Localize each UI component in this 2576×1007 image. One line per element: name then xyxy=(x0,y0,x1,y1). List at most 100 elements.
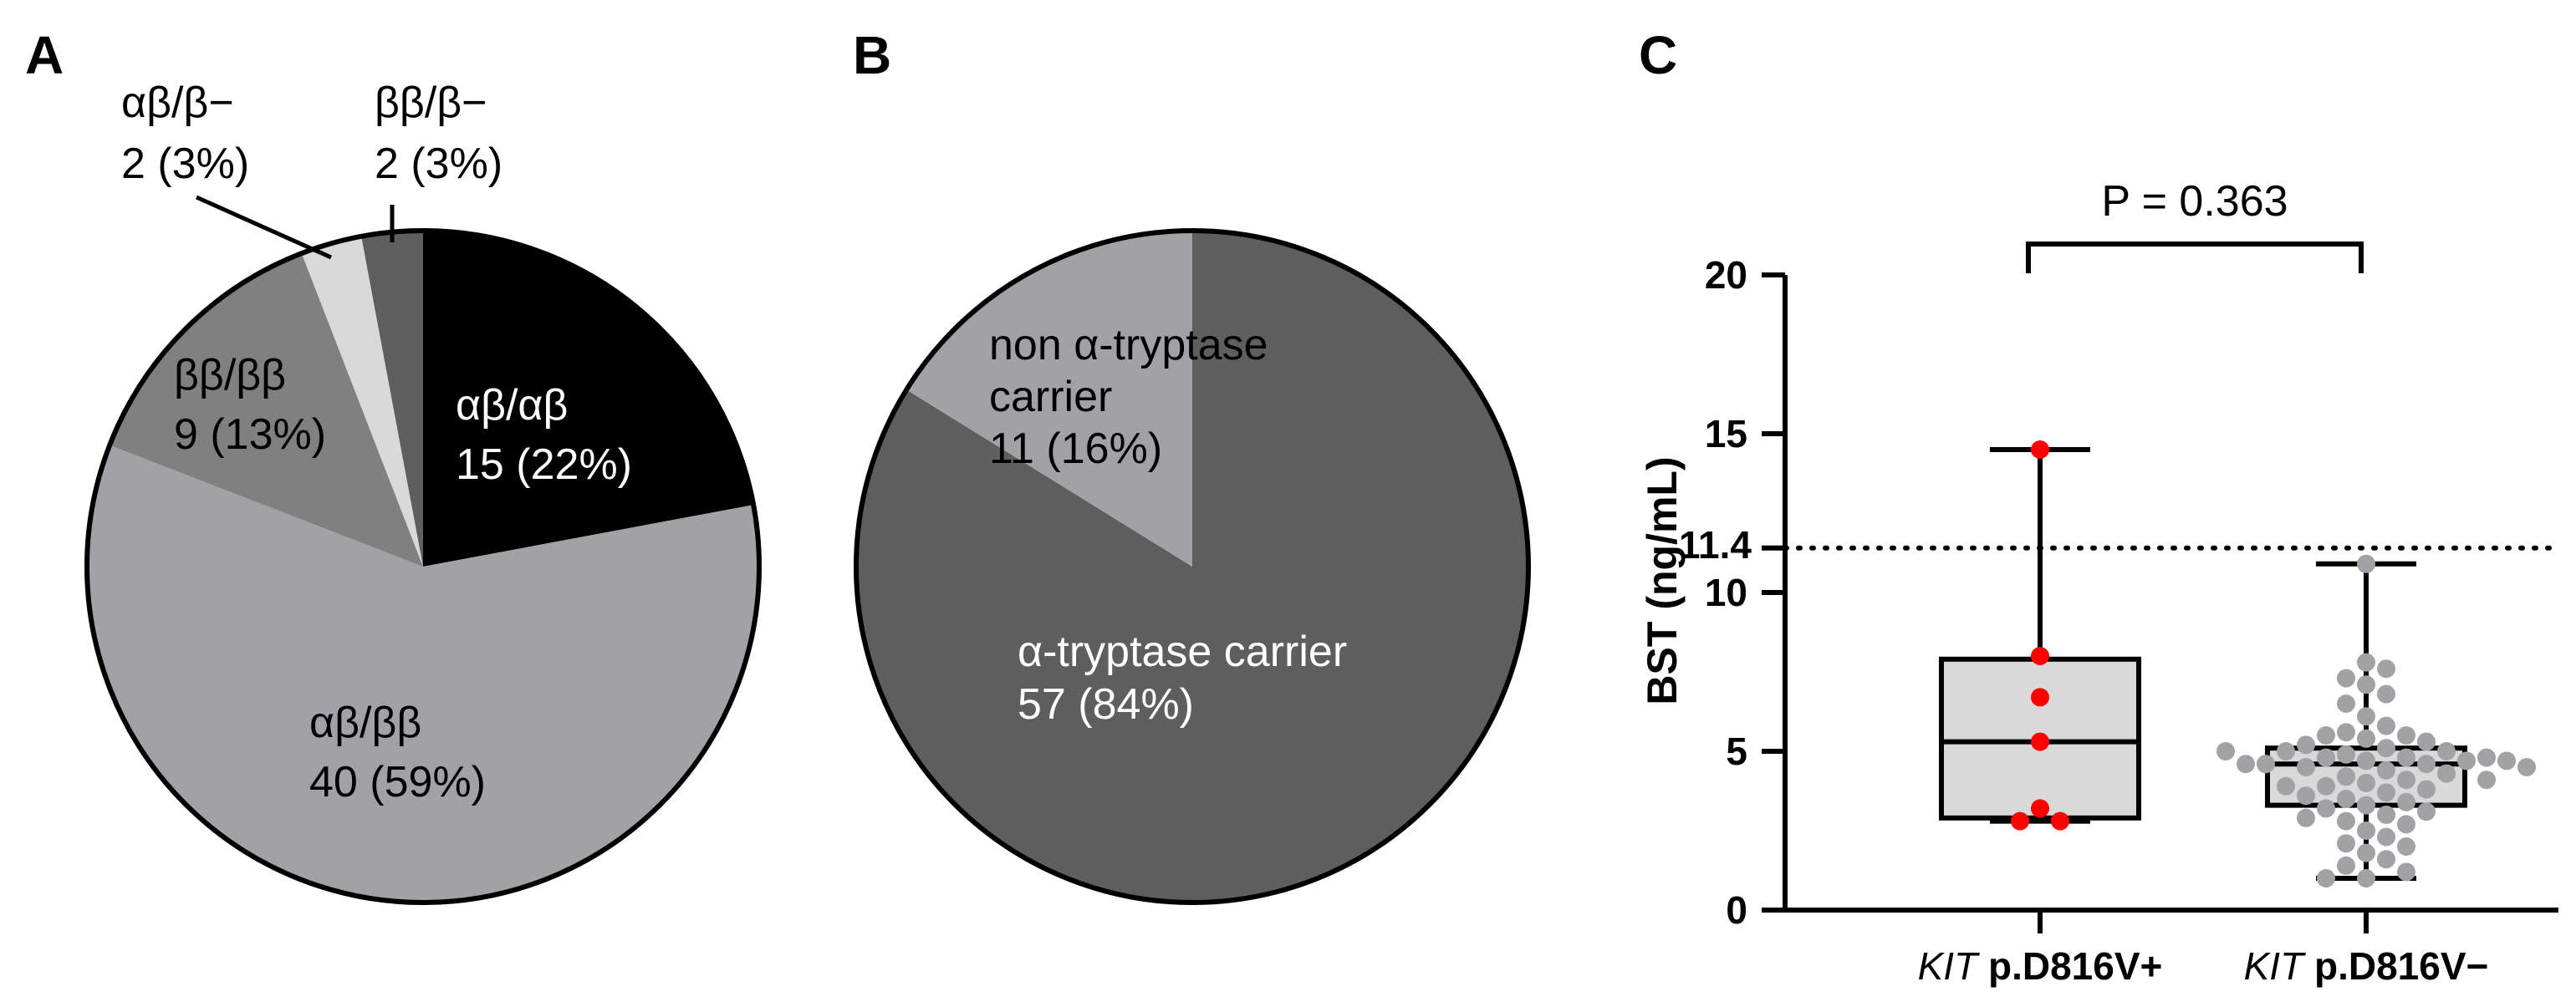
data-point-1-10 xyxy=(2397,726,2415,745)
slice-label-non-carrier-line2: carrier xyxy=(989,373,1112,421)
slice-value-ab-b-minus: 2 (3%) xyxy=(121,140,249,188)
data-point-1-56 xyxy=(2497,751,2516,771)
data-point-1-13 xyxy=(2417,732,2436,751)
slice-value-carrier: 57 (84%) xyxy=(1018,680,1194,729)
slice-value-non-carrier: 11 (16%) xyxy=(989,425,1162,473)
data-point-1-29 xyxy=(2397,771,2415,790)
pie-a-slice-4 xyxy=(361,231,423,567)
data-point-1-32 xyxy=(2417,780,2436,799)
data-point-1-20 xyxy=(2317,748,2335,767)
slice-label-ab-b-minus: αβ/β− xyxy=(121,79,234,127)
data-point-1-35 xyxy=(2337,790,2355,808)
data-point-1-23 xyxy=(2417,755,2436,774)
data-point-1-15 xyxy=(2377,739,2395,758)
data-point-1-42 xyxy=(2337,811,2355,831)
data-point-1-60 xyxy=(2517,758,2536,776)
pie-b-labels: non α-tryptase carrier 11 (16%) α-trypta… xyxy=(989,321,1347,729)
data-point-1-31 xyxy=(2317,776,2335,796)
y-tick-label-5: 5 xyxy=(1726,730,1747,773)
pie-a-slice-1 xyxy=(86,445,759,903)
significance-bracket xyxy=(2026,242,2364,273)
pie-chart-genotypes xyxy=(84,228,762,905)
data-point-1-11 xyxy=(2317,726,2335,745)
x-category-label-negative: KIT p.D816V− xyxy=(2244,944,2489,988)
data-point-1-4 xyxy=(2357,675,2375,694)
panel-letter-a: A xyxy=(25,25,64,85)
y-tick-label-0: 0 xyxy=(1726,888,1747,932)
data-point-1-41 xyxy=(2297,808,2315,827)
panel-letter-b: B xyxy=(853,25,891,85)
slice-label-bb-b-minus: ββ/β− xyxy=(375,79,487,127)
data-point-0-1 xyxy=(2031,647,2049,665)
data-points xyxy=(2011,440,2536,887)
data-point-1-38 xyxy=(2317,799,2335,818)
data-point-1-44 xyxy=(2357,821,2375,840)
pie-a-slice-0 xyxy=(423,231,754,567)
slice-value-bb-bb: 9 (13%) xyxy=(174,410,326,459)
data-point-1-27 xyxy=(2437,764,2456,783)
data-point-1-2 xyxy=(2377,659,2395,679)
slice-label-non-carrier-line1: non α-tryptase xyxy=(989,321,1268,369)
data-point-1-0 xyxy=(2357,554,2375,573)
data-point-1-57 xyxy=(2277,776,2295,796)
slice-label-carrier: α-tryptase carrier xyxy=(1018,628,1347,676)
data-point-1-49 xyxy=(2377,850,2395,869)
reference-line-label: 11.4 xyxy=(1679,523,1752,567)
data-point-1-45 xyxy=(2377,827,2395,847)
data-point-1-6 xyxy=(2337,694,2355,713)
data-point-1-47 xyxy=(2397,837,2415,856)
data-point-1-12 xyxy=(2357,729,2375,748)
data-point-1-5 xyxy=(2377,684,2395,704)
slice-label-ab-ab: αβ/αβ xyxy=(456,381,568,430)
pie-b-slice-1 xyxy=(906,231,1192,567)
data-point-1-9 xyxy=(2337,723,2355,742)
data-point-1-54 xyxy=(2477,748,2496,767)
data-point-1-30 xyxy=(2357,774,2375,792)
pie-b-outline xyxy=(854,228,1531,905)
data-point-1-28 xyxy=(2337,767,2355,786)
data-point-1-1 xyxy=(2357,653,2375,672)
x-category-label-positive: KIT p.D816V+ xyxy=(1918,944,2163,988)
data-point-1-18 xyxy=(2337,745,2355,764)
data-point-1-58 xyxy=(2477,771,2496,790)
data-point-0-6 xyxy=(2011,811,2029,831)
data-point-1-26 xyxy=(2377,760,2395,780)
pie-a-labels: αβ/αβ 15 (22%) αβ/ββ 40 (59%) ββ/ββ 9 (1… xyxy=(121,79,632,806)
box-plot-bst: 0 5 10 15 20 11.4 BST (ng/mL) P = 0.363 KIT … xyxy=(1639,177,2561,988)
data-point-1-33 xyxy=(2377,783,2395,802)
data-point-1-25 xyxy=(2297,758,2315,776)
slice-value-bb-b-minus: 2 (3%) xyxy=(375,140,502,188)
data-point-1-53 xyxy=(2317,869,2335,887)
data-point-0-4 xyxy=(2031,799,2049,818)
data-point-0-3 xyxy=(2031,732,2049,751)
data-point-1-55 xyxy=(2237,755,2255,774)
data-point-0-5 xyxy=(2051,811,2069,831)
data-point-1-43 xyxy=(2397,815,2415,834)
data-point-1-51 xyxy=(2397,862,2415,882)
data-point-1-19 xyxy=(2397,748,2415,767)
slice-value-ab-ab: 15 (22%) xyxy=(456,440,632,489)
data-point-1-22 xyxy=(2457,751,2476,771)
leader-line-ab-b-minus xyxy=(195,195,333,260)
data-point-1-17 xyxy=(2277,742,2295,760)
data-point-1-7 xyxy=(2357,707,2375,726)
panel-letter-c: C xyxy=(1639,25,1677,85)
slice-value-ab-bb: 40 (59%) xyxy=(309,758,486,806)
data-point-1-21 xyxy=(2357,751,2375,771)
pie-a-slice-3 xyxy=(301,236,423,567)
data-point-1-39 xyxy=(2417,802,2436,821)
data-point-0-2 xyxy=(2031,688,2049,707)
data-point-1-59 xyxy=(2216,742,2235,760)
y-tick-label-15: 15 xyxy=(1705,412,1747,455)
data-point-1-14 xyxy=(2297,735,2315,755)
data-point-1-46 xyxy=(2337,834,2355,853)
data-point-1-52 xyxy=(2357,869,2375,887)
data-point-1-34 xyxy=(2297,786,2315,806)
y-axis: 0 5 10 15 20 xyxy=(1705,253,1788,932)
y-tick-label-10: 10 xyxy=(1705,571,1747,614)
pie-a-outline xyxy=(84,228,762,905)
y-axis-title: BST (ng/mL) xyxy=(1639,456,1686,704)
data-point-1-50 xyxy=(2337,856,2355,875)
data-point-1-16 xyxy=(2437,742,2456,760)
